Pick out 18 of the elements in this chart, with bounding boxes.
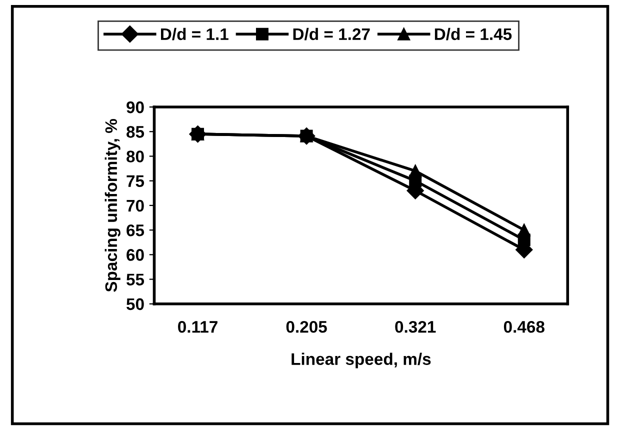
x-tick-label: 0.117 [178,320,218,333]
y-tick-label: 60 [126,249,144,261]
x-tick-label: 0.468 [504,320,544,333]
x-tick-label: 0.205 [286,320,327,333]
y-tick-label: 90 [126,101,144,114]
legend-label: D/d = 1.1 [161,28,228,40]
y-tick-label: 65 [126,224,144,236]
x-tick-label: 0.321 [395,320,436,333]
legend-label: D/d = 1.45 [434,28,512,40]
y-tick-label: 75 [126,175,144,188]
y-tick-label: 55 [126,274,144,286]
y-axis-title: Spacing uniformity, % [104,118,120,292]
y-tick-label: 50 [126,298,144,310]
legend-label: D/d = 1.27 [293,28,370,40]
y-tick-label: 85 [126,126,144,138]
y-tick-label: 70 [126,200,144,212]
x-axis-title: Linear speed, m/s [292,352,431,368]
y-tick-label: 80 [126,150,144,162]
